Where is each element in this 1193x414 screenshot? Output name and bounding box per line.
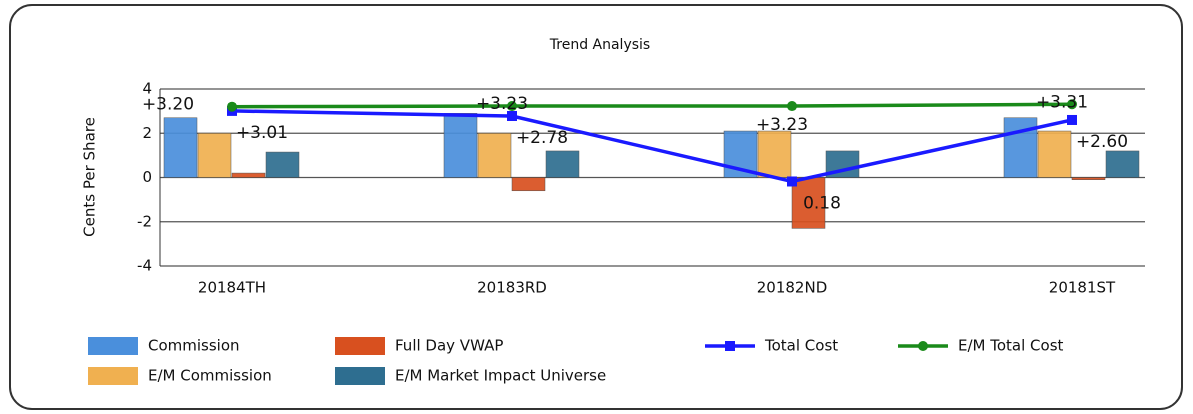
data-label: +3.01 (236, 123, 288, 143)
line-marker (1067, 114, 1077, 125)
legend-label: E/M Market Impact Universe (395, 367, 606, 385)
data-label: +3.31 (1036, 92, 1088, 112)
line (231, 102, 1073, 109)
line-marker (787, 176, 797, 187)
legend-label: Total Cost (764, 337, 838, 355)
y-tick-label: 2 (142, 124, 152, 142)
legend-swatch (88, 367, 138, 385)
bar (545, 150, 580, 178)
bar (477, 133, 512, 178)
legend-swatch (918, 341, 928, 351)
legend-swatch (335, 367, 385, 385)
bar (197, 133, 232, 178)
line-marker (1067, 99, 1077, 110)
y-tick-label: -4 (137, 257, 152, 275)
bar (443, 113, 478, 178)
x-tick-label: 20183RD (477, 279, 547, 297)
line-marker (787, 101, 797, 112)
chart-title: Trend Analysis (549, 37, 650, 53)
legend-swatch (335, 337, 385, 355)
legend-label: E/M Commission (148, 367, 272, 385)
bar (1037, 130, 1072, 178)
y-axis-label: Cents Per Share (81, 117, 99, 237)
x-tick-label: 20181ST (1049, 279, 1116, 297)
data-label: +3.23 (756, 115, 808, 135)
bar (231, 172, 266, 178)
data-label: 0.18 (803, 193, 841, 213)
bar (163, 117, 198, 178)
line-marker (227, 101, 237, 112)
bar (265, 151, 300, 178)
y-tick-label: -2 (137, 212, 152, 230)
bar (757, 130, 792, 178)
data-label: +2.78 (516, 128, 568, 148)
legend-swatch (725, 341, 735, 351)
bar (1105, 150, 1140, 178)
y-tick-label: 4 (142, 80, 152, 98)
line (231, 109, 1073, 184)
data-label: +2.60 (1076, 132, 1128, 152)
bar (1003, 117, 1038, 178)
data-label: +3.20 (142, 95, 194, 115)
x-tick-label: 20184TH (198, 279, 266, 297)
data-label: +3.23 (476, 94, 528, 114)
legend-label: Commission (148, 337, 240, 355)
line-marker (507, 101, 517, 112)
x-tick-label: 20182ND (757, 279, 828, 297)
bar (1071, 177, 1106, 180)
line-marker (507, 110, 517, 121)
y-tick-label: 0 (142, 168, 152, 186)
legend-swatch (88, 337, 138, 355)
legend-label: Full Day VWAP (395, 337, 503, 355)
legend-label: E/M Total Cost (958, 337, 1064, 355)
bar (511, 177, 546, 192)
